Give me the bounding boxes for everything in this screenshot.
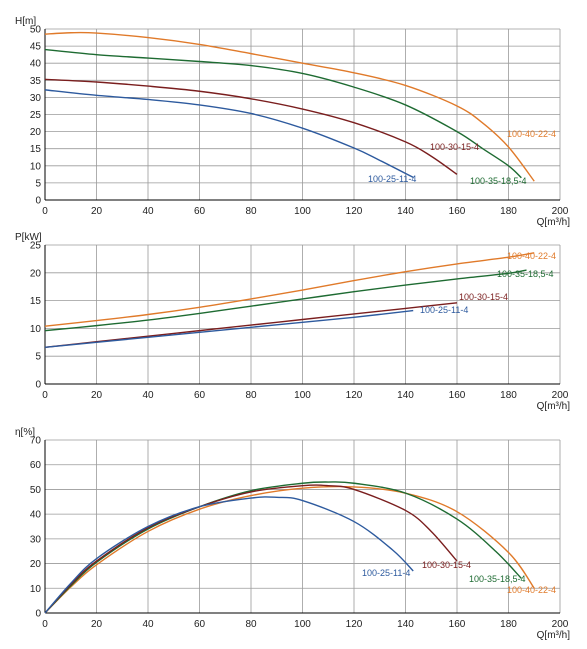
series-label: 100-30-15-4 [430,142,479,152]
x-tick-label: 100 [294,206,311,217]
x-tick-label: 60 [194,206,206,217]
series-line-100-40-22-4 [44,485,535,614]
x-tick-label: 80 [245,390,257,401]
series-line-100-35-18,5-4 [44,269,527,332]
series-label: 100-35-18,5-4 [470,176,527,186]
y-tick-label: 70 [30,436,42,447]
x-tick-label: 180 [500,206,517,217]
series-label: 100-40-22-4 [507,585,556,595]
y-tick-label: 10 [30,324,42,335]
y-tick-label: 0 [35,380,41,391]
x-tick-label: 140 [397,619,414,630]
chart-panel-1: 0 20 40 60 80 100 120 140 160 180 200 0 5 10 15 20 25 30 3… [15,16,570,228]
y-tick-label: 50 [30,485,42,496]
x-tick-label: 120 [346,206,363,217]
series-label: 100-30-15-4 [459,292,508,302]
y-tick-label: 5 [35,352,41,363]
y-tick-label: 40 [30,510,42,521]
y-tick-label: 20 [30,127,42,138]
y-tick-label: 10 [30,584,42,595]
y-tick-label: 0 [35,196,41,207]
series-line-100-35-18,5-4 [44,48,522,179]
series-line-100-25-11-4 [44,309,414,349]
x-tick-label: 140 [397,390,414,401]
x-tick-label: 40 [142,619,154,630]
x-tick-label: 200 [552,390,569,401]
series-label: 100-25-11-4 [368,174,416,184]
x-tick-label: 80 [245,619,257,630]
y-tick-label: 0 [35,609,41,620]
x-tick-label: 0 [42,206,48,217]
x-tick-label: 100 [294,619,311,630]
series-label: 100-40-22-4 [507,129,556,139]
series-line-100-25-11-4 [44,496,414,614]
series-label: 100-25-11-4 [420,305,468,315]
x-tick-label: 80 [245,206,257,217]
x-tick-label: 160 [449,390,466,401]
y-tick-label: 35 [30,76,42,87]
y-tick-label: 10 [30,161,42,172]
y-tick-label: 45 [30,42,42,53]
y-tick-label: 5 [35,178,41,189]
x-tick-label: 200 [552,619,569,630]
y-tick-label: 30 [30,534,42,545]
y-tick-label: 20 [30,268,42,279]
y-axis-label: η[%] [15,427,35,438]
x-tick-label: 20 [91,390,103,401]
x-tick-label: 0 [42,619,48,630]
series-label: 100-35-18,5-4 [497,269,554,279]
x-tick-label: 200 [552,206,569,217]
y-axis-label: P[kW] [15,232,42,243]
series-line-100-40-22-4 [44,31,535,182]
series-line-100-25-11-4 [44,89,414,179]
x-tick-label: 140 [397,206,414,217]
x-tick-label: 60 [194,390,206,401]
y-tick-label: 60 [30,460,42,471]
series-label: 100-25-11-4 [362,568,410,578]
x-tick-label: 100 [294,390,311,401]
series-line-100-30-15-4 [44,484,458,614]
series-line-100-35-18,5-4 [44,481,522,614]
y-tick-label: 25 [30,241,42,252]
x-tick-label: 120 [346,390,363,401]
y-tick-label: 15 [30,144,42,155]
x-tick-label: 160 [449,619,466,630]
x-tick-label: 20 [91,619,103,630]
series-line-100-40-22-4 [44,252,535,327]
x-tick-label: 160 [449,206,466,217]
x-axis-label: Q[m³/h] [537,217,571,228]
chart-panel-3: 0 20 40 60 80 100 120 140 160 180 200 0 10 20 30 40 50 60… [15,427,570,641]
y-tick-label: 15 [30,296,42,307]
x-tick-label: 180 [500,390,517,401]
y-tick-label: 30 [30,93,42,104]
x-tick-label: 40 [142,390,154,401]
x-tick-label: 180 [500,619,517,630]
x-axis-label: Q[m³/h] [537,630,571,641]
series-label: 100-30-15-4 [422,560,471,570]
y-axis-label: H[m] [15,16,36,27]
x-tick-label: 40 [142,206,154,217]
y-tick-label: 40 [30,59,42,70]
series-label: 100-40-22-4 [507,251,556,261]
x-axis-label: Q[m³/h] [537,401,571,412]
x-tick-label: 60 [194,619,206,630]
x-tick-label: 120 [346,619,363,630]
series-label: 100-35-18,5-4 [469,574,526,584]
series-line-100-30-15-4 [44,78,458,175]
y-tick-label: 50 [30,25,42,36]
x-tick-label: 0 [42,390,48,401]
x-tick-label: 20 [91,206,103,217]
y-tick-label: 25 [30,110,42,121]
chart-panel-2: 0 20 40 60 80 100 120 140 160 180 200 0 5 10 15 20 25P[k… [15,232,570,412]
series-line-100-30-15-4 [44,302,458,348]
y-tick-label: 20 [30,559,42,570]
